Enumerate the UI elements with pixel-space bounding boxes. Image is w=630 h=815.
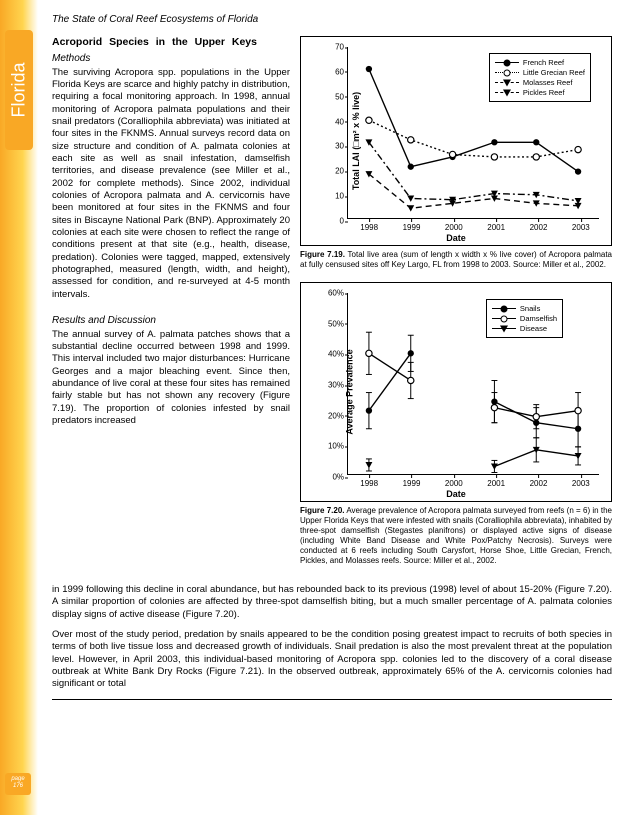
methods-heading: Methods [52,52,290,65]
figure-7-19-caption: Figure 7.19. Figure 7.19. Total live are… [300,250,612,270]
figure-7-20-caption: Figure 7.20. Average prevalence of Acrop… [300,506,612,566]
body-continuation-1: in 1999 following this decline in coral … [52,584,612,621]
results-text-1: The annual survey of A. palmata patches … [52,329,290,428]
footer-rule [52,699,612,700]
body-continuation-2: Over most of the study period, predation… [52,629,612,691]
chart2-xlabel: Date [446,489,466,499]
page-number: page 176 [5,773,31,795]
running-header: The State of Coral Reef Ecosystems of Fl… [52,14,258,25]
results-heading: Results and Discussion [52,314,290,327]
methods-text: The surviving Acropora spp. populations … [52,67,290,302]
section-title: Acroporid Species in the Upper Keys [52,36,290,50]
side-tab: Florida [5,30,33,150]
side-tab-label: Florida [9,62,30,117]
figure-7-19: Total LAI (□m² x % live) Date 0102030405… [300,36,612,246]
chart1-xlabel: Date [446,233,466,243]
figure-7-20: Average Prevalence Date 0%10%20%30%40%50… [300,282,612,502]
